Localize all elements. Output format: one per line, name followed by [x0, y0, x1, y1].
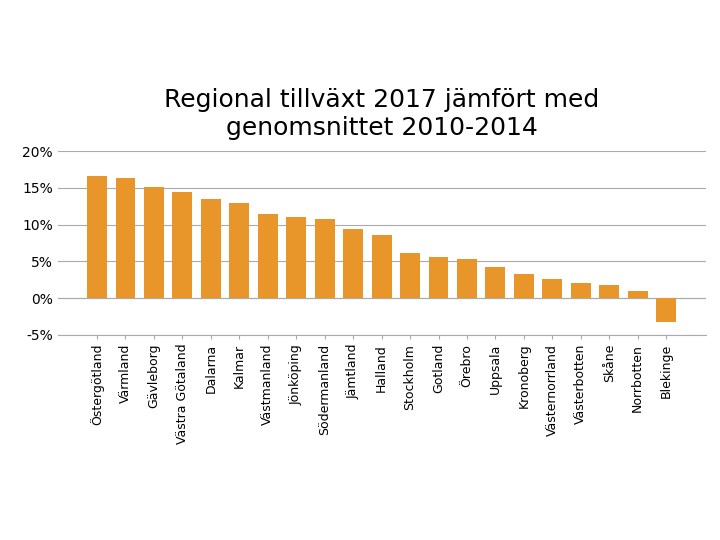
Bar: [287, 217, 306, 298]
Bar: [514, 274, 534, 298]
Bar: [400, 253, 420, 298]
Bar: [343, 229, 363, 298]
Bar: [656, 298, 676, 322]
Bar: [87, 176, 107, 298]
Bar: [372, 235, 392, 298]
Bar: [628, 291, 648, 298]
Bar: [115, 178, 135, 298]
Bar: [144, 187, 164, 298]
Bar: [315, 219, 335, 298]
Bar: [571, 282, 591, 298]
Bar: [457, 259, 477, 298]
Bar: [599, 285, 619, 298]
Bar: [485, 267, 505, 298]
Title: Regional tillväxt 2017 jämfört med
genomsnittet 2010-2014: Regional tillväxt 2017 jämfört med genom…: [164, 87, 599, 139]
Bar: [542, 279, 562, 298]
Bar: [172, 192, 192, 298]
Bar: [258, 214, 278, 298]
Bar: [201, 199, 221, 298]
Bar: [230, 202, 249, 298]
Bar: [428, 257, 449, 298]
